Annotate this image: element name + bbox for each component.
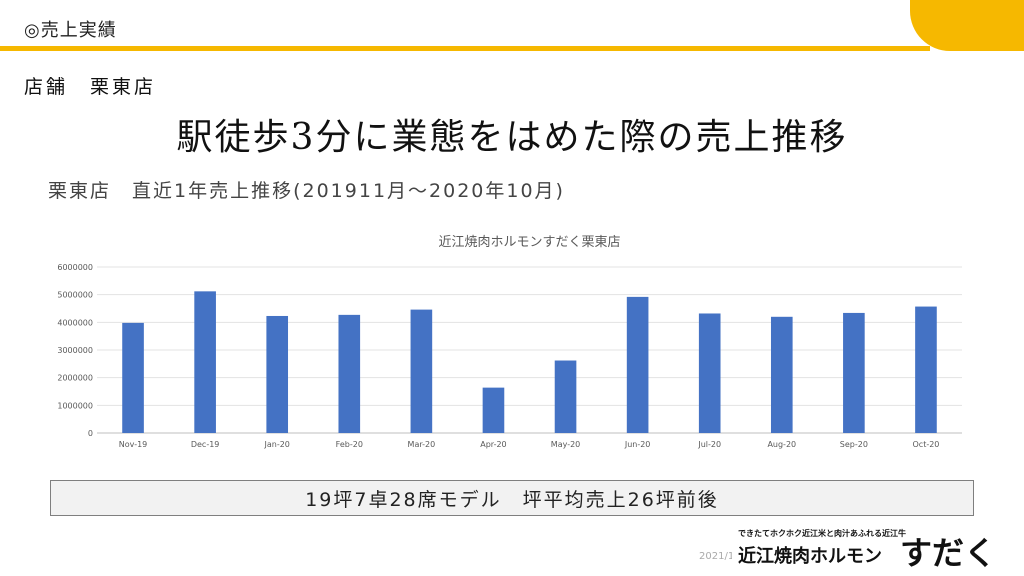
x-tick-label: Jul-20 [697, 440, 721, 449]
y-tick-label: 4000000 [57, 318, 93, 327]
y-tick-label: 1000000 [57, 401, 93, 410]
header-rule [0, 46, 930, 51]
bar [915, 306, 937, 433]
x-tick-label: Mar-20 [408, 440, 436, 449]
x-tick-label: Feb-20 [336, 440, 363, 449]
section-title: ◎売上実績 [24, 20, 117, 41]
bar [482, 387, 505, 433]
bar [122, 322, 144, 433]
x-tick-label: Dec-19 [191, 440, 220, 449]
x-tick-label: Jan-20 [264, 440, 290, 449]
brand-name: 近江焼肉ホルモン [738, 546, 882, 567]
bar [266, 315, 289, 433]
header-accent-shape [910, 0, 1024, 51]
chart-title: 近江焼肉ホルモンすだく栗東店 [438, 234, 620, 250]
brand-logo: できたてホクホク近江米と肉汁あふれる近江牛 近江焼肉ホルモン すだく [732, 526, 1024, 576]
bar [554, 360, 577, 433]
store-label: 店舗 栗東店 [24, 76, 157, 98]
brand-mark: すだく [900, 534, 997, 572]
y-tick-label: 6000000 [57, 263, 93, 272]
y-tick-label: 5000000 [57, 291, 93, 300]
bar [770, 316, 793, 433]
bar [626, 296, 649, 433]
bar [843, 312, 865, 433]
footer-date: 2021/1 [699, 551, 735, 562]
x-tick-label: Aug-20 [767, 440, 796, 449]
x-tick-label: Jun-20 [624, 440, 651, 449]
bar [338, 314, 361, 433]
summary-box: 19坪7卓28席モデル 坪平均売上26坪前後 [50, 480, 974, 516]
x-tick-label: Nov-19 [119, 440, 147, 449]
x-tick-label: Apr-20 [480, 440, 506, 449]
y-tick-label: 3000000 [57, 346, 93, 355]
sales-bar-chart: 近江焼肉ホルモンすだく栗東店 0 1000000 2000000 3000000 4000… [57, 234, 962, 449]
chart-subtitle: 栗東店 直近1年売上推移(201911月～2020年10月) [48, 180, 565, 202]
brand-tagline: できたてホクホク近江米と肉汁あふれる近江牛 [738, 529, 906, 538]
y-tick-label: 2000000 [57, 374, 93, 383]
y-tick-label: 0 [88, 429, 93, 438]
x-tick-label: Oct-20 [913, 440, 940, 449]
bar [410, 309, 433, 433]
bar [698, 313, 721, 433]
bar [194, 291, 216, 433]
x-tick-label: May-20 [551, 440, 580, 449]
x-tick-label: Sep-20 [840, 440, 868, 449]
headline: 駅徒歩3分に業態をはめた際の売上推移 [176, 117, 848, 158]
